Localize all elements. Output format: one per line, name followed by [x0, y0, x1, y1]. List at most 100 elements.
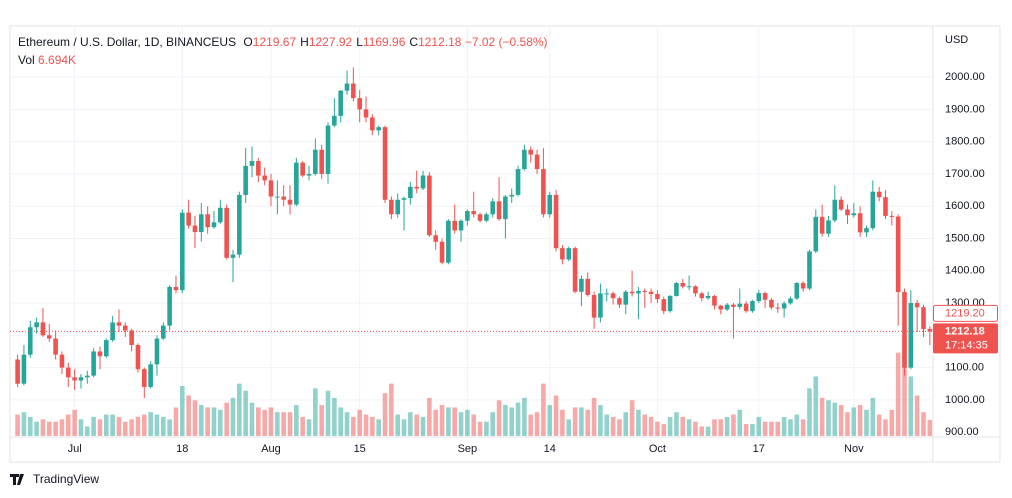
volume-bar: [395, 414, 400, 436]
candle-body: [218, 207, 223, 223]
ohlc-value: 1169.96: [362, 35, 406, 49]
volume-bar: [819, 397, 825, 436]
candle-body: [566, 248, 572, 260]
candle-body: [287, 199, 293, 205]
candle-body: [629, 291, 635, 294]
candle-body: [541, 169, 546, 215]
volume-bar: [84, 426, 90, 436]
candle-body: [914, 303, 920, 308]
candle-body: [642, 291, 648, 293]
candle-body: [743, 303, 749, 312]
candle-body: [458, 220, 464, 231]
volume-bar: [629, 400, 635, 436]
volume-bar: [579, 407, 584, 436]
volume-bar: [21, 412, 27, 436]
volume-bar: [439, 405, 445, 436]
x-tick-label: 15: [354, 443, 366, 455]
volume-bar: [370, 416, 375, 436]
prev-close-label: 1219.20: [945, 307, 985, 319]
candle-body: [693, 286, 698, 294]
volume-bar: [838, 405, 844, 436]
candle-body: [667, 295, 673, 312]
candle-body: [408, 186, 413, 199]
volume-bar: [661, 424, 667, 436]
candle-body: [471, 211, 477, 215]
candle-body: [604, 293, 610, 295]
volume-title: Vol: [18, 53, 35, 67]
candle-body: [122, 325, 128, 331]
volume-bar: [857, 405, 863, 436]
candle-body: [750, 301, 755, 312]
volume-bar: [161, 416, 166, 436]
volume-bar: [908, 376, 914, 436]
volume-bar: [693, 421, 698, 436]
volume-bar: [889, 409, 895, 436]
volume-bar: [458, 412, 464, 436]
candle-body: [395, 199, 400, 215]
candle-body: [59, 354, 65, 368]
candle-body: [560, 248, 565, 260]
ohlc-value: 1212.18: [418, 35, 462, 49]
candle-body: [376, 127, 381, 131]
volume-bar: [914, 395, 920, 436]
volume-bar: [446, 407, 451, 436]
volume-bar: [59, 419, 65, 436]
volume-bar: [65, 414, 71, 436]
candle-body: [610, 293, 616, 299]
candle-body: [313, 149, 318, 174]
volume-bar: [249, 402, 255, 436]
candle-body: [40, 322, 46, 336]
candle-body: [490, 201, 496, 215]
candle-body: [433, 235, 439, 242]
volume-bar: [237, 383, 242, 436]
volume-bar: [794, 414, 800, 436]
volume-bar: [53, 421, 58, 436]
candle-body: [819, 216, 825, 234]
volume-bar: [344, 412, 350, 436]
candle-body: [509, 194, 515, 197]
volume-bar: [218, 409, 223, 436]
candle-body: [401, 198, 407, 200]
candle-body: [72, 377, 77, 381]
candle-body: [65, 367, 71, 378]
x-tick-label: Sep: [458, 443, 478, 455]
candle-body: [180, 212, 185, 291]
volume-bar: [826, 400, 831, 436]
ohlc-key: O: [243, 35, 253, 49]
x-tick-label: 17: [753, 443, 765, 455]
volume-bar: [262, 409, 267, 436]
candle-body: [591, 294, 597, 318]
candle-body: [579, 278, 584, 292]
y-tick-label: 1800.00: [945, 136, 985, 148]
candle-body: [800, 283, 806, 289]
candle-body: [439, 241, 445, 263]
volume-bar: [788, 419, 793, 436]
candle-body: [211, 222, 217, 228]
volume-bar: [433, 409, 439, 436]
volume-bar: [167, 419, 172, 436]
candle-body: [921, 307, 926, 330]
volume-bar: [705, 426, 711, 436]
volume-bar: [876, 414, 882, 436]
candle-body: [522, 149, 527, 170]
candle-body: [84, 375, 90, 378]
volume-bar: [243, 390, 248, 436]
candle-body: [908, 303, 914, 368]
volume-bar: [427, 397, 432, 436]
y-tick-label: 1500.00: [945, 232, 985, 244]
candle-body: [623, 291, 629, 305]
candle-body: [34, 322, 39, 328]
volume-bar: [667, 416, 673, 436]
volume-bar: [376, 419, 381, 436]
candle-body: [775, 307, 781, 309]
candle-body: [281, 196, 286, 200]
candle-body: [414, 186, 420, 189]
volume-bar: [103, 414, 109, 436]
volume-bar: [541, 383, 546, 436]
volume-bar: [211, 407, 217, 436]
volume-last: 6.694K: [38, 53, 77, 67]
volume-bar: [610, 416, 616, 436]
candle-body: [686, 286, 692, 288]
volume-bar: [553, 395, 559, 436]
ohlc-key: C: [409, 35, 419, 49]
